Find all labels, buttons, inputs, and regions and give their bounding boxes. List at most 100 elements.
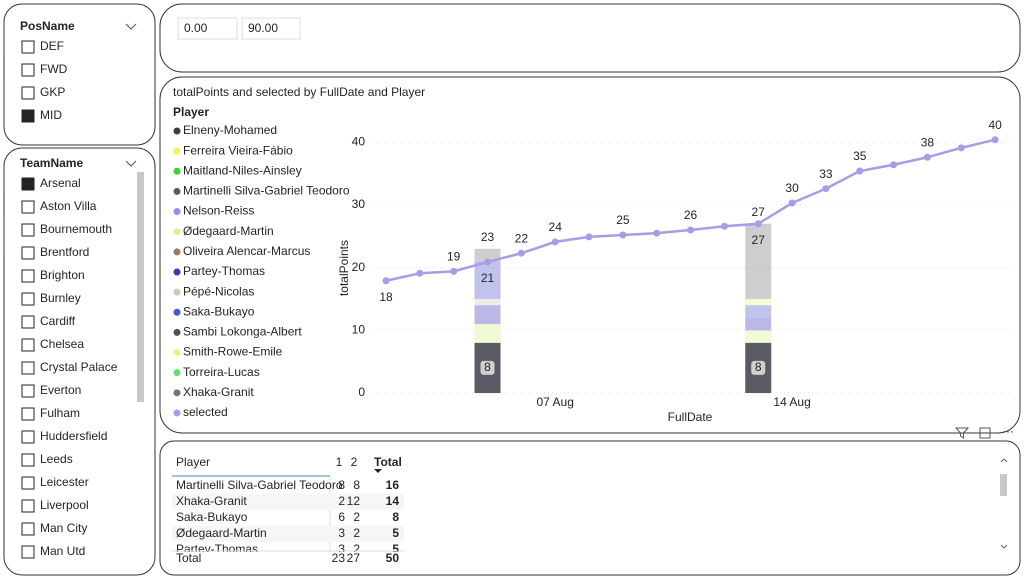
bar-segment <box>745 298 772 306</box>
slicer-item: Aston Villa <box>40 199 97 213</box>
legend-marker <box>173 248 181 256</box>
slicer-title: PosName <box>20 19 75 33</box>
table-cell: 5 <box>392 526 399 540</box>
y-tick-label: 10 <box>352 322 366 336</box>
scrollbar[interactable] <box>137 172 144 402</box>
slicer-item: Man City <box>40 521 87 535</box>
checkbox[interactable] <box>21 545 35 559</box>
checkbox[interactable] <box>21 453 35 467</box>
legend-marker <box>173 167 181 175</box>
checkbox[interactable] <box>21 499 35 513</box>
line-point <box>822 185 830 193</box>
checkbox[interactable] <box>21 292 35 306</box>
legend-marker <box>173 228 181 236</box>
slicer-item: Brighton <box>40 268 85 282</box>
checkbox[interactable] <box>21 177 35 191</box>
bar-segment <box>474 248 501 262</box>
slicer-item: Chelsea <box>40 337 84 351</box>
range-min: 0.00 <box>184 21 208 35</box>
scroll-arrows[interactable] <box>1000 458 1008 549</box>
pos-slicer-panel <box>3 3 156 146</box>
y-tick-label: 20 <box>352 260 366 274</box>
table-header: 2 <box>351 455 358 469</box>
checkbox[interactable] <box>21 63 35 77</box>
range-max: 90.00 <box>248 21 278 35</box>
legend-label: Partey-Thomas <box>183 264 265 278</box>
y-axis-title: totalPoints <box>337 240 351 296</box>
checkbox[interactable] <box>21 109 35 123</box>
checkbox[interactable] <box>21 315 35 329</box>
line-point <box>450 267 458 275</box>
legend-label: Sambi Lokonga-Albert <box>183 325 302 339</box>
legend-marker <box>173 349 181 357</box>
table-cell: 2 <box>353 526 360 540</box>
checkbox[interactable] <box>21 522 35 536</box>
checkbox[interactable] <box>21 246 35 260</box>
line-point <box>991 136 999 144</box>
checkbox[interactable] <box>21 407 35 421</box>
checkbox[interactable] <box>21 86 35 100</box>
legend-marker <box>173 308 181 316</box>
checkbox[interactable] <box>21 476 35 490</box>
table-cell: 14 <box>386 494 400 508</box>
slicer-title: TeamName <box>20 156 83 170</box>
legend-marker <box>173 389 181 397</box>
line-point <box>619 231 627 239</box>
team-slicer-panel <box>3 147 156 576</box>
line-label: 24 <box>549 220 563 234</box>
visual-icons[interactable]: ··· <box>954 424 1014 439</box>
slicer-item: Fulham <box>40 406 80 420</box>
table-cell: 16 <box>386 478 400 492</box>
legend-label: Smith-Rowe-Emile <box>183 345 283 359</box>
line-point <box>653 229 661 237</box>
range-input[interactable] <box>177 17 238 40</box>
legend-label: Pépé-Nicolas <box>183 284 254 298</box>
table-total: 23 <box>332 551 346 565</box>
slicer-item: Bournemouth <box>40 222 112 236</box>
table-cell: 8 <box>392 510 399 524</box>
table-scrollbar[interactable] <box>1000 474 1007 496</box>
checkbox[interactable] <box>21 269 35 283</box>
checkbox[interactable] <box>21 338 35 352</box>
chevron[interactable] <box>125 160 137 167</box>
table-cell: Saka-Bukayo <box>176 510 248 524</box>
line-point <box>788 199 796 207</box>
legend-marker <box>173 288 181 296</box>
line-point <box>551 238 559 246</box>
bar-segment <box>474 324 501 343</box>
chevron[interactable] <box>125 23 137 30</box>
line-point <box>687 226 695 234</box>
range-input[interactable] <box>241 17 301 40</box>
legend-label: Martinelli Silva-Gabriel Teodoro <box>183 184 350 198</box>
checkbox[interactable] <box>21 361 35 375</box>
bar-segment <box>474 305 501 325</box>
svg-text:···: ··· <box>1002 424 1014 438</box>
line-point <box>585 233 593 241</box>
line-point <box>484 258 492 266</box>
legend-label: Maitland-Niles-Ainsley <box>183 163 302 177</box>
table-header: 1 <box>336 455 343 469</box>
checkbox[interactable] <box>21 384 35 398</box>
table-total: Total <box>176 551 201 565</box>
checkbox[interactable] <box>21 200 35 214</box>
table-cell: Ødegaard-Martin <box>176 526 267 540</box>
checkbox[interactable] <box>21 223 35 237</box>
bar-segment <box>745 223 772 299</box>
y-tick-label: 40 <box>352 134 366 148</box>
checkbox[interactable] <box>21 40 35 54</box>
slicer-item: DEF <box>40 39 64 53</box>
table-cell: Xhaka-Granit <box>176 494 247 508</box>
checkbox[interactable] <box>21 430 35 444</box>
slicer-item: Crystal Palace <box>40 360 118 374</box>
legend-label: Nelson-Reiss <box>183 204 254 218</box>
slicer-item: Burnley <box>40 291 81 305</box>
y-tick-label: 0 <box>358 385 365 399</box>
total-bg <box>172 552 404 566</box>
x-axis-title: FullDate <box>668 410 713 424</box>
slicer-item: Everton <box>40 383 81 397</box>
table-cell: 2 <box>353 510 360 524</box>
line-point <box>856 167 864 175</box>
line-point <box>382 277 390 285</box>
table-cell: 8 <box>338 478 345 492</box>
